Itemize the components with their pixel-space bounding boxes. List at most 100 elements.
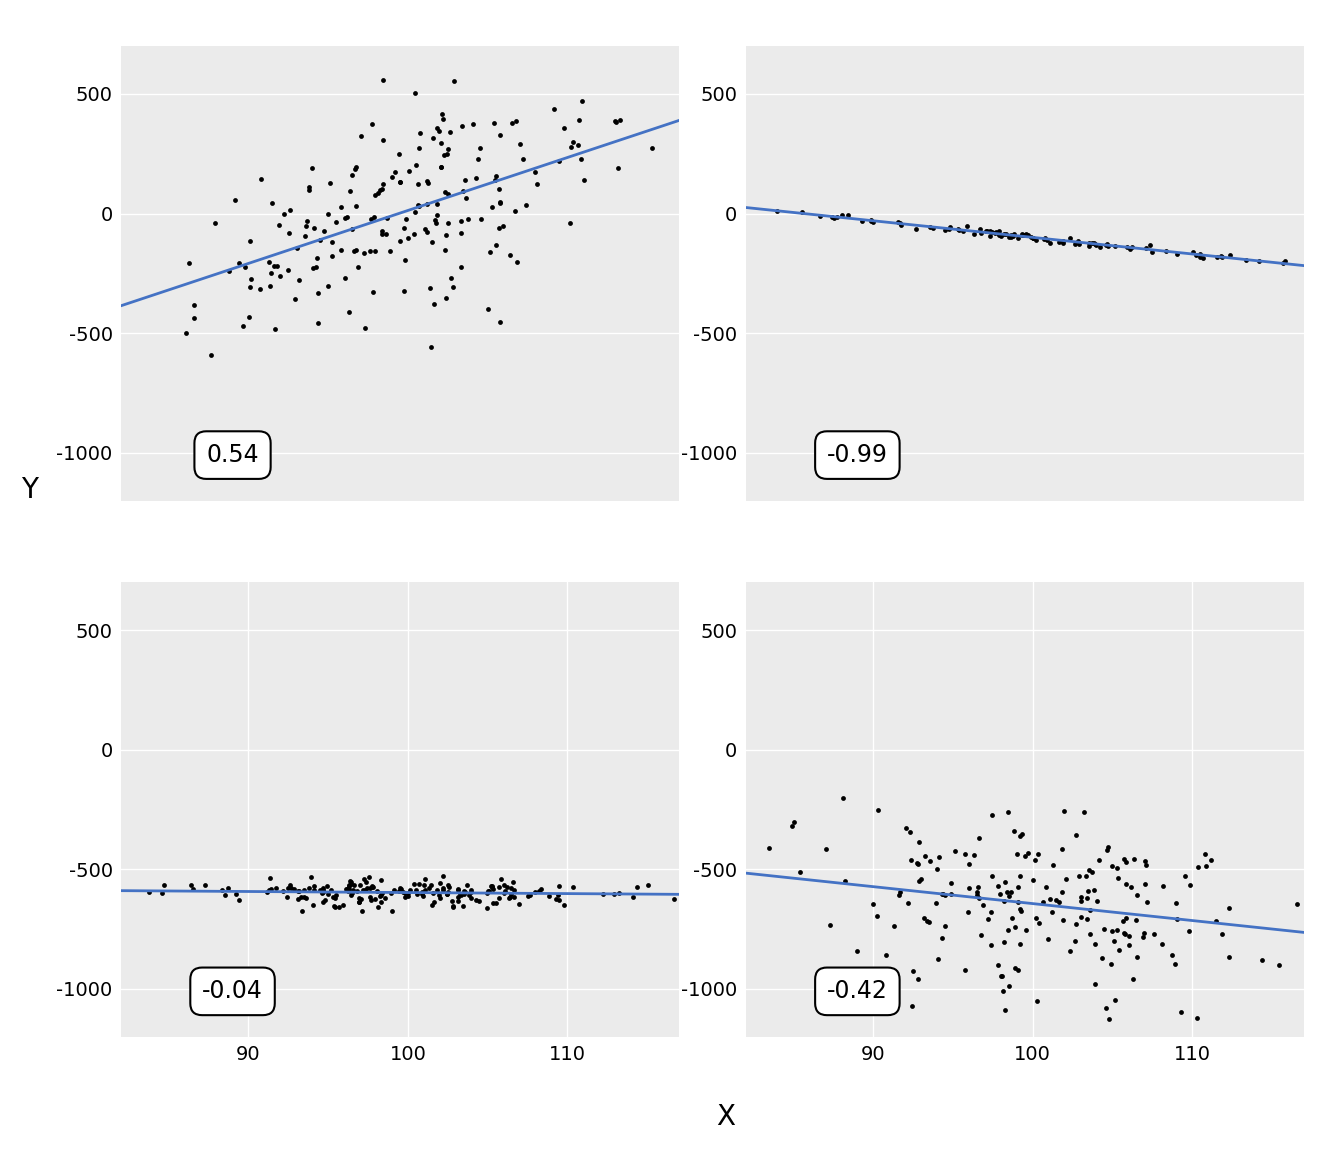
Point	[488, 180, 509, 198]
Point	[1113, 924, 1134, 942]
Point	[1083, 234, 1105, 252]
Point	[1249, 252, 1270, 271]
Point	[396, 884, 418, 902]
Point	[1008, 961, 1030, 979]
Point	[466, 150, 488, 168]
Point	[1152, 877, 1173, 895]
Point	[278, 223, 300, 242]
Point	[211, 880, 233, 899]
Point	[477, 884, 499, 902]
Point	[477, 300, 499, 318]
Point	[1007, 844, 1028, 863]
Point	[1273, 253, 1294, 272]
Point	[257, 882, 278, 901]
Point	[480, 243, 501, 262]
Point	[505, 252, 527, 271]
Point	[360, 210, 382, 228]
Point	[1009, 935, 1031, 954]
Point	[1012, 225, 1034, 243]
Point	[380, 885, 402, 903]
Point	[730, 824, 751, 842]
Point	[448, 892, 469, 910]
Point	[324, 897, 345, 916]
Point	[1183, 242, 1204, 260]
Point	[1052, 882, 1074, 901]
Point	[991, 967, 1012, 985]
Point	[927, 950, 949, 969]
Point	[218, 262, 239, 280]
Point	[450, 257, 472, 275]
Point	[368, 184, 390, 203]
Point	[622, 888, 644, 907]
Point	[1070, 892, 1091, 910]
Point	[289, 271, 310, 289]
Point	[336, 207, 358, 226]
Point	[304, 219, 325, 237]
Point	[547, 886, 569, 904]
Point	[234, 258, 255, 276]
Point	[548, 152, 570, 170]
Point	[1113, 911, 1134, 930]
Point	[688, 873, 710, 892]
Point	[1116, 852, 1137, 871]
Point	[505, 112, 527, 130]
Point	[458, 210, 480, 228]
Point	[966, 886, 988, 904]
Point	[489, 194, 511, 212]
Point	[1140, 236, 1161, 255]
Point	[1206, 911, 1227, 930]
Point	[508, 894, 530, 912]
Point	[340, 876, 362, 894]
Point	[1048, 893, 1070, 911]
Point	[543, 99, 564, 118]
Point	[411, 885, 433, 903]
Point	[980, 935, 1001, 954]
Text: X: X	[716, 1104, 735, 1131]
Point	[371, 222, 392, 241]
Point	[250, 169, 271, 188]
Point	[1086, 236, 1107, 255]
Point	[458, 886, 480, 904]
Point	[355, 319, 376, 338]
Point	[931, 885, 953, 903]
Text: -0.04: -0.04	[202, 979, 263, 1003]
Point	[398, 229, 419, 248]
Point	[1177, 923, 1199, 941]
Point	[366, 881, 387, 900]
Point	[214, 885, 235, 903]
Point	[989, 885, 1011, 903]
Point	[641, 138, 663, 157]
Point	[1003, 225, 1024, 243]
Point	[560, 138, 582, 157]
Point	[977, 910, 999, 929]
Point	[306, 313, 328, 332]
Point	[421, 876, 442, 894]
Point	[426, 205, 448, 223]
Point	[934, 220, 956, 238]
Point	[228, 253, 250, 272]
Point	[347, 881, 368, 900]
Point	[339, 877, 360, 895]
Point	[1122, 238, 1144, 257]
Point	[1105, 991, 1126, 1009]
Point	[1141, 242, 1163, 260]
Point	[548, 890, 570, 909]
Point	[184, 296, 206, 314]
Point	[1212, 925, 1234, 943]
Point	[371, 180, 392, 198]
Point	[437, 882, 458, 901]
Point	[1165, 954, 1187, 972]
Point	[860, 212, 882, 230]
Point	[407, 174, 429, 192]
Point	[999, 977, 1020, 995]
Point	[1009, 900, 1031, 918]
Point	[277, 879, 298, 897]
Point	[758, 839, 780, 857]
Point	[301, 159, 323, 177]
Point	[363, 282, 384, 301]
Point	[274, 204, 296, 222]
Point	[362, 877, 383, 895]
Point	[296, 888, 317, 907]
Point	[456, 189, 477, 207]
Point	[501, 872, 523, 890]
